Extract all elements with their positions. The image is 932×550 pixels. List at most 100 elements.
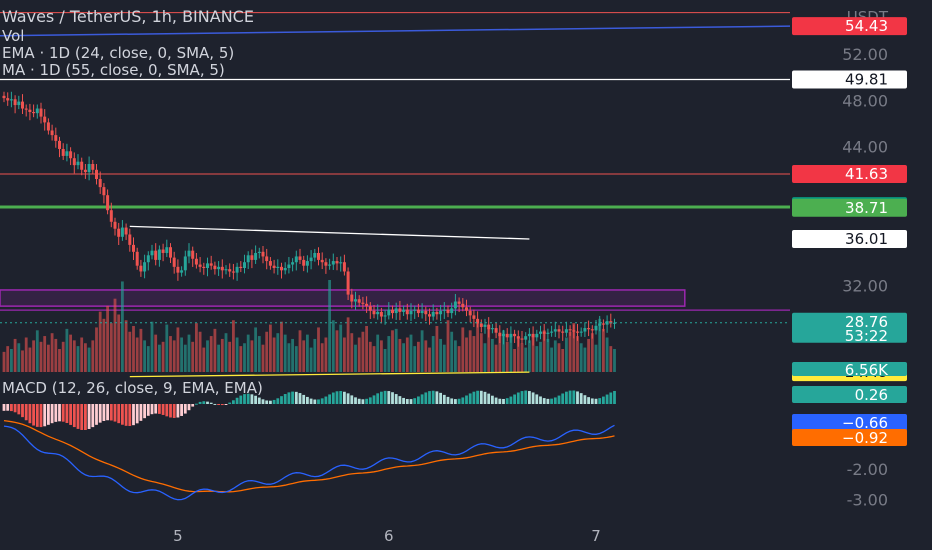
candle-body xyxy=(146,255,150,263)
macd-histogram-bar xyxy=(10,404,13,412)
macd-histogram-bar xyxy=(605,394,609,404)
volume-bar xyxy=(39,341,43,372)
candle-body xyxy=(180,270,184,273)
volume-bar xyxy=(183,344,187,372)
ma-legend: MA · 1D (55, close, 0, SMA, 5) xyxy=(2,61,225,79)
candle-body xyxy=(191,250,195,259)
candle-body xyxy=(346,271,350,295)
candle-body xyxy=(372,310,376,315)
macd-histogram-bar xyxy=(331,392,335,404)
macd-histogram-bar xyxy=(535,394,539,404)
macd-histogram-bar xyxy=(357,398,361,404)
price-label-red-level-text: 41.63 xyxy=(845,165,888,183)
volume-bar xyxy=(280,321,283,372)
macd-histogram-bar xyxy=(387,391,391,404)
volume-bar xyxy=(109,323,113,372)
macd-histogram-bar xyxy=(468,393,472,404)
macd-histogram-bar xyxy=(146,404,150,416)
macd-histogram-bar xyxy=(269,400,272,404)
macd-histogram-bar xyxy=(124,404,128,426)
candle-body xyxy=(383,315,387,317)
volume-bar xyxy=(568,331,572,372)
volume-bar xyxy=(387,336,391,372)
candle-body xyxy=(413,309,417,311)
candle-body xyxy=(435,311,439,315)
volume-bar xyxy=(191,341,195,372)
white-trendline[interactable] xyxy=(129,225,530,240)
volume-bar xyxy=(206,340,209,372)
macd-histogram-bar xyxy=(80,404,84,430)
macd-histogram-bar xyxy=(180,404,183,416)
macd-histogram-bar xyxy=(87,404,91,429)
candle-body xyxy=(317,252,320,260)
candle-body xyxy=(439,310,443,315)
candle-body xyxy=(302,259,306,266)
macd-histogram-bar xyxy=(313,399,317,404)
volume-bar xyxy=(454,340,457,372)
volume-bar xyxy=(546,338,550,372)
candle-body xyxy=(206,263,209,268)
price-label-green-level-2 xyxy=(792,198,907,217)
macd-histogram-bar xyxy=(602,396,605,404)
macd-tick-label: -2.00 xyxy=(847,460,888,479)
macd-histogram-bar xyxy=(24,404,28,421)
macd-histogram-bar xyxy=(280,396,283,404)
macd-histogram-bar xyxy=(306,396,309,404)
candle-body xyxy=(261,251,265,257)
yellow-trendline[interactable] xyxy=(129,371,530,378)
macd-histogram-bar xyxy=(283,394,287,404)
macd-histogram-bar xyxy=(405,399,409,404)
macd-histogram-bar xyxy=(505,398,509,404)
candle-body xyxy=(135,251,139,266)
volume-bar xyxy=(428,347,431,372)
volume-bar xyxy=(228,341,232,372)
time-tick-label: 7 xyxy=(591,527,601,545)
volume-bar xyxy=(13,338,17,372)
price-label-red-level xyxy=(792,165,907,184)
macd-histogram-bar xyxy=(431,390,435,404)
macd-value-label-histogram-text: 0.26 xyxy=(855,386,888,404)
price-label-ma-1d xyxy=(792,70,907,89)
candle-body xyxy=(283,268,287,271)
candle-body xyxy=(490,328,494,330)
volume-bar xyxy=(450,331,454,372)
macd-histogram-bar xyxy=(583,395,587,404)
macd-histogram-bar xyxy=(235,397,239,404)
price-tick-label: 48.00 xyxy=(842,91,888,110)
candle-body xyxy=(202,266,206,268)
volume-bar xyxy=(572,323,576,372)
volume-bar xyxy=(302,340,306,372)
candle-body xyxy=(2,95,6,99)
macd-histogram-bar xyxy=(409,399,413,404)
volume-bar xyxy=(232,320,235,372)
volume-bar xyxy=(128,331,132,372)
volume-bar xyxy=(287,343,291,372)
candle-body xyxy=(106,195,110,211)
candle-body xyxy=(220,266,224,271)
macd-histogram-bar xyxy=(324,396,328,404)
volume-bar xyxy=(528,340,531,372)
macd-histogram-bar xyxy=(424,392,428,404)
candle-body xyxy=(313,252,317,258)
candle-body xyxy=(368,306,372,311)
volume-bar xyxy=(102,318,106,372)
macd-histogram-bar xyxy=(298,393,302,404)
candle-body xyxy=(194,258,198,265)
candle-body xyxy=(213,265,217,270)
macd-histogram-bar xyxy=(121,404,124,425)
candle-body xyxy=(350,294,354,302)
macd-histogram-bar xyxy=(213,403,217,405)
candle-body xyxy=(268,261,272,266)
macd-histogram-bar xyxy=(183,404,187,414)
volume-bar xyxy=(143,340,146,372)
macd-histogram-bar xyxy=(494,397,498,404)
candle-body xyxy=(564,329,568,333)
candle-body xyxy=(69,151,73,159)
macd-histogram-bar xyxy=(539,396,542,404)
macd-histogram-bar xyxy=(232,400,235,404)
macd-histogram-bar xyxy=(209,402,213,404)
volume-bar xyxy=(405,337,409,372)
volume-bar xyxy=(6,346,10,372)
